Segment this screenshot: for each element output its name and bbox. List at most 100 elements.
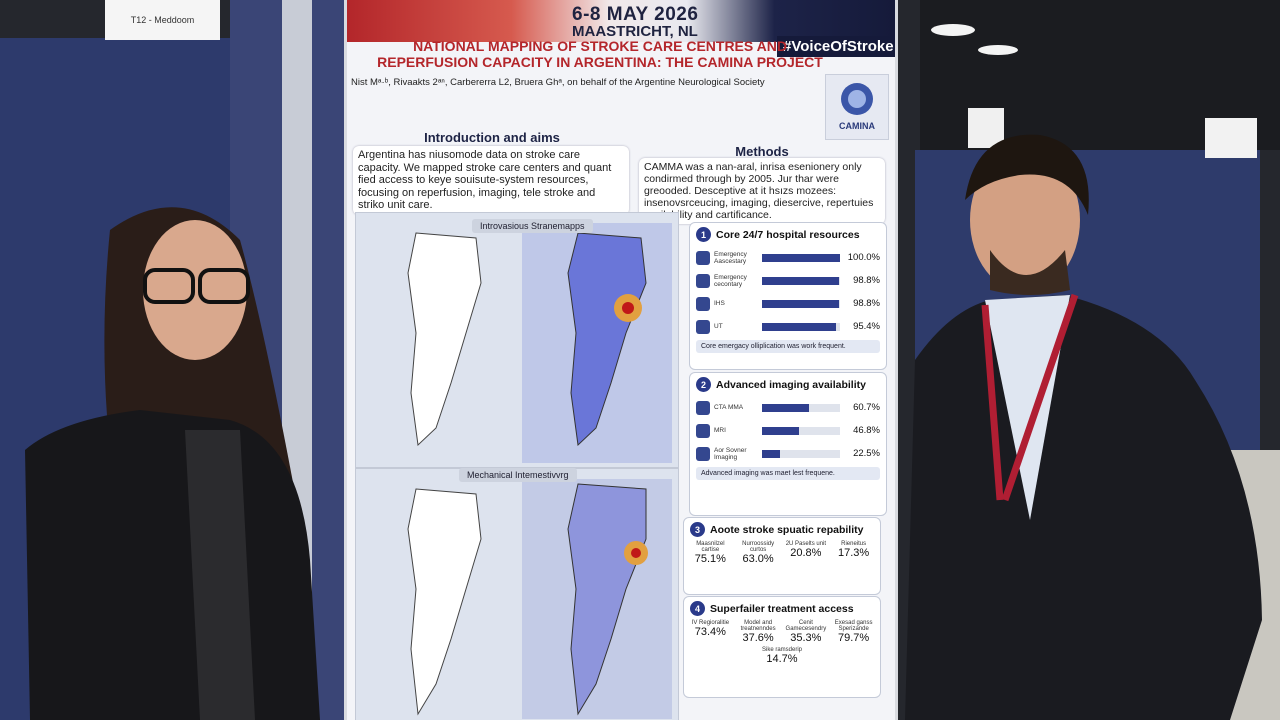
hashtag: #VoiceOfStroke	[777, 36, 895, 57]
bar	[762, 299, 840, 308]
icon	[696, 250, 710, 265]
tile-name: 2U Paselts unit	[785, 541, 827, 547]
map-panel	[355, 468, 679, 720]
tile-name: Nurroossidy curtos	[742, 541, 775, 553]
intro-text: Argentina has niusomode data on stroke c…	[353, 146, 629, 215]
tile-grid: IV Regioralitie 73.4% Model and treatnennd…	[684, 620, 880, 665]
heat-spot	[631, 548, 641, 558]
tile-name: Maasnilzel cartise	[696, 541, 725, 553]
hair	[965, 134, 1089, 215]
tile-name: Model and treatnenndes	[740, 620, 776, 632]
shirt	[185, 430, 255, 720]
tile: Cenit Gamecesendry 35.3%	[784, 620, 829, 644]
value-label: 98.8%	[853, 298, 880, 309]
value-label: 60.7%	[853, 402, 880, 413]
resource-name: MRI	[714, 427, 726, 434]
tile: IV Regioralitie 73.4%	[688, 620, 733, 644]
value-label: 46.8%	[853, 425, 880, 436]
section-number: 1	[696, 227, 711, 242]
section: 1 Core 24/7 hospital resources Emergency A…	[689, 222, 887, 370]
bar-track	[762, 299, 840, 308]
map-outline	[407, 488, 482, 716]
tile-value: 79.7%	[838, 632, 870, 644]
poster-header	[347, 0, 895, 42]
resource-row: MRI 46.8%	[690, 419, 886, 442]
section: 2 Advanced imaging availability CTA MMA 60.…	[689, 372, 887, 516]
maps	[407, 479, 672, 719]
resource-row: CTA MMA 60.7%	[690, 396, 886, 419]
bar-track	[762, 449, 840, 458]
section-heading: 4 Superfailer treatment access	[684, 597, 880, 620]
resource-row: Emergency cecontary 98.8%	[690, 269, 886, 292]
map-panel	[355, 212, 679, 468]
section: 3 Aoote stroke spuatic repability Maasnilz…	[683, 517, 881, 595]
section-number: 4	[690, 601, 705, 616]
methods-text: CAMMA was a nan-aral, inrisa esenionery …	[639, 158, 885, 224]
coat	[25, 410, 320, 720]
section-heading: 2 Advanced imaging availability	[690, 373, 886, 396]
bar	[762, 403, 810, 412]
poster-title: NATIONAL MAPPING OF STROKE CARE CENTRES …	[377, 38, 823, 70]
resource-name: UT	[714, 323, 723, 330]
room-sign: T12 - Meddoom	[105, 0, 220, 40]
section-note: Advanced imaging was maet lest frequene.	[696, 467, 880, 480]
bar	[762, 449, 780, 458]
tile-name: Rieneitus	[841, 541, 867, 547]
logo-text: CAMINA	[839, 121, 875, 131]
authors: Nist Mᵃ·ᵇ, Rivaakts 2ᵃⁿ, Carbererra L2, …	[351, 77, 765, 88]
icon	[696, 319, 710, 334]
bar-track	[762, 403, 840, 412]
resource-name: Emergency cecontary	[714, 273, 747, 288]
icon	[696, 423, 710, 438]
dates: 6-8 MAY 2026	[572, 4, 699, 25]
resource-name: CTA MMA	[714, 404, 744, 411]
methods-heading: Methods	[735, 144, 789, 159]
bar-track	[762, 322, 840, 331]
section-number: 3	[690, 522, 705, 537]
heat-outline	[567, 483, 647, 716]
tile-name: Exesad ganss Sperizande	[834, 620, 873, 632]
sign-card	[1205, 118, 1257, 158]
glasses	[143, 268, 195, 304]
lamp	[931, 24, 975, 36]
resource-name: Aor Sovner Imaging	[714, 446, 747, 461]
section-number: 2	[696, 377, 711, 392]
value-label: 22.5%	[853, 448, 880, 459]
tile-value: 37.6%	[742, 632, 774, 644]
tile-value: 75.1%	[694, 553, 726, 565]
map-outline	[407, 232, 482, 447]
icon	[696, 400, 710, 415]
bar-track	[762, 276, 840, 285]
tile-grid: Maasnilzel cartise 75.1% Nurroossidy curto…	[684, 541, 880, 565]
bar	[762, 276, 840, 285]
section-title: Superfailer treatment access	[710, 602, 854, 615]
beard	[990, 250, 1070, 295]
resource-name: IHS	[714, 300, 725, 307]
resource-row: Emergency Aascestary 100.0%	[690, 246, 886, 269]
resource-row: Aor Sovner Imaging 22.5%	[690, 442, 886, 465]
poster: 6-8 MAY 2026 MAASTRICHT, NL #VoiceOfStro…	[347, 0, 895, 720]
bar-track	[762, 426, 840, 435]
face	[970, 148, 1080, 292]
intro-heading: Introduction and aims	[424, 130, 560, 145]
heat-outline	[567, 232, 647, 447]
tile: Exesad ganss Sperizande 79.7%	[831, 620, 876, 644]
section-note: Core emergacy olliplication was work fre…	[696, 340, 880, 353]
tile: 2U Paselts unit 20.8%	[784, 541, 829, 565]
tile-value: 73.4%	[694, 626, 726, 638]
bar	[762, 426, 799, 435]
tile: Nurroossidy curtos 63.0%	[736, 541, 781, 565]
tile-name: IV Regioralitie	[691, 620, 730, 626]
bar	[762, 322, 837, 331]
value-label: 98.8%	[853, 275, 880, 286]
logo: CAMINA	[825, 74, 889, 140]
tile-value: 17.3%	[838, 547, 870, 559]
maps	[407, 223, 672, 463]
shirt	[985, 295, 1070, 520]
section-title: Advanced imaging availability	[716, 378, 866, 391]
tile: Maasnilzel cartise 75.1%	[688, 541, 733, 565]
sign-card	[968, 108, 1004, 148]
icon	[696, 446, 710, 461]
location: MAASTRICHT, NL	[572, 23, 698, 40]
